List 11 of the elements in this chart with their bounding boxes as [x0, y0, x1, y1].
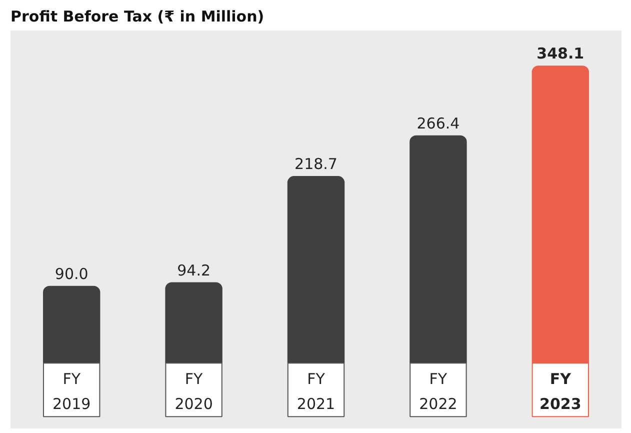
data-label: 90.0	[54, 264, 88, 283]
data-label: 218.7	[294, 155, 338, 174]
chart-title: Profit Before Tax (₹ in Million)	[10, 8, 264, 26]
x-tick-label: FY 2020	[174, 370, 213, 413]
data-label: 94.2	[177, 261, 211, 280]
x-tick-label: FY 2021	[296, 370, 336, 413]
x-tick-label: FY 2022	[419, 370, 458, 413]
data-label: 348.1	[536, 44, 584, 63]
x-tick-label: FY 2019	[52, 370, 91, 413]
data-label: 266.4	[416, 114, 460, 132]
x-tick-label: FY 2023	[540, 370, 582, 413]
